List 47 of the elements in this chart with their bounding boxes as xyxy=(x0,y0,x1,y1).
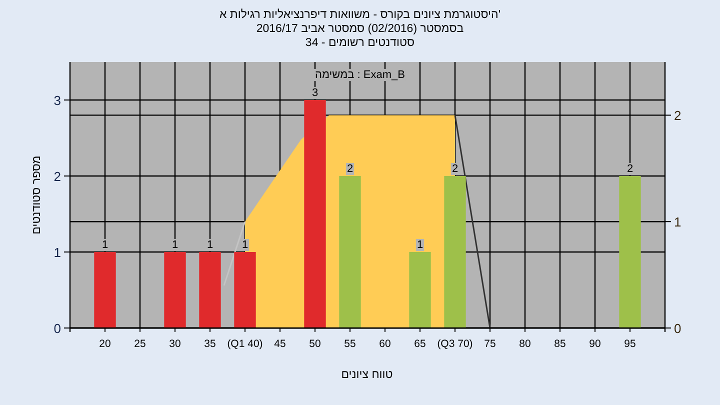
bar xyxy=(304,100,326,328)
bar xyxy=(339,176,361,328)
bar xyxy=(444,176,466,328)
bar xyxy=(234,252,256,328)
data-label: 3 xyxy=(312,87,318,99)
annotation: במשימה : Exam_B xyxy=(315,69,405,81)
y-tick-label: 2 xyxy=(54,169,61,184)
y-tick-label: 1 xyxy=(54,245,61,260)
y2-tick-label: 2 xyxy=(674,108,682,124)
x-tick-label: 45 xyxy=(274,338,286,350)
data-label: 1 xyxy=(172,239,178,251)
bar xyxy=(619,176,641,328)
x-tick-label: 25 xyxy=(134,338,146,350)
x-tick-label: 60 xyxy=(379,338,391,350)
x-tick-label: 90 xyxy=(589,338,601,350)
x-tick-label: 75 xyxy=(484,338,496,350)
x-tick-label: 85 xyxy=(554,338,566,350)
y2-tick-label: 1 xyxy=(674,214,682,230)
bar xyxy=(164,252,186,328)
x-tick-label: 95 xyxy=(624,338,636,350)
x-tick-label: (Q3 70) xyxy=(437,338,473,350)
x-tick-label: 30 xyxy=(169,338,181,350)
text: סטודנטים רשומים - 34 xyxy=(305,37,415,49)
data-label: 1 xyxy=(206,239,214,251)
data-label: 1 xyxy=(102,239,108,251)
y-axis-title: מספר סטודנטים xyxy=(31,156,43,234)
x-tick-label: 65 xyxy=(414,338,426,350)
y-tick-label: 3 xyxy=(54,93,61,108)
chart-subtitle: בסמסטר (02/2016) סמסטר אביב 2016/17 xyxy=(256,23,464,35)
chart-title: היסטוגרמת ציונים בקורס - משוואות דיפרנציאליות רגילות א' xyxy=(219,8,501,21)
x-tick-label: 55 xyxy=(344,338,356,350)
x-tick-label: 50 xyxy=(309,338,321,350)
x-tick-label: 20 xyxy=(99,338,111,350)
bar xyxy=(94,252,116,328)
x-tick-label: 80 xyxy=(519,338,531,350)
bar xyxy=(199,252,221,328)
x-axis-title: טווח ציונים xyxy=(341,369,393,381)
data-label: 1 xyxy=(416,239,424,251)
data-label: 2 xyxy=(346,163,354,175)
x-tick-label: 35 xyxy=(204,338,216,350)
x-tick-label: (Q1 40) xyxy=(227,338,263,350)
data-label: 1 xyxy=(242,239,248,251)
bar xyxy=(409,252,431,328)
data-label: 2 xyxy=(626,163,634,175)
y-tick-label: 0 xyxy=(54,321,61,336)
data-label: 2 xyxy=(452,163,458,175)
y2-tick-label: 0 xyxy=(674,321,682,336)
